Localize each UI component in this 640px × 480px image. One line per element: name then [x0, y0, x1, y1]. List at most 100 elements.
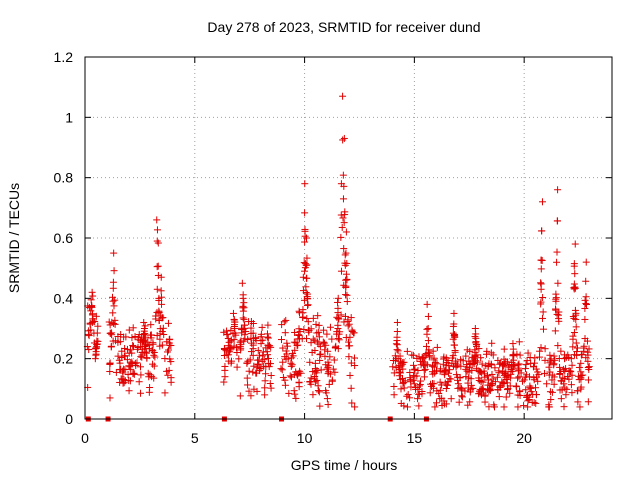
- data-point: [264, 321, 272, 329]
- data-point: [569, 343, 577, 351]
- data-point: [303, 274, 311, 282]
- data-point: [580, 344, 588, 352]
- data-point: [324, 347, 332, 355]
- data-point: [241, 331, 249, 339]
- data-point: [262, 363, 270, 371]
- data-point: [429, 347, 437, 355]
- data-point: [247, 392, 255, 400]
- data-point: [316, 356, 324, 364]
- data-point: [447, 395, 455, 403]
- x-tick-label: 0: [81, 430, 89, 446]
- x-axis-label: GPS time / hours: [291, 457, 398, 473]
- data-point: [418, 353, 426, 361]
- data-point: [475, 376, 483, 384]
- data-point: [116, 359, 124, 367]
- data-point: [573, 387, 581, 395]
- data-point: [568, 371, 576, 379]
- data-point: [500, 355, 508, 363]
- data-point: [323, 330, 331, 338]
- data-point: [493, 373, 501, 381]
- data-point: [532, 391, 540, 399]
- data-point: [546, 351, 554, 359]
- data-point: [335, 336, 343, 344]
- data-point: [296, 328, 304, 336]
- data-point: [539, 308, 547, 316]
- data-point: [577, 383, 585, 391]
- data-point: [524, 403, 532, 411]
- data-point: [538, 314, 546, 322]
- data-point: [230, 322, 238, 330]
- data-point: [400, 378, 408, 386]
- data-point: [221, 345, 229, 353]
- data-point: [138, 353, 146, 361]
- data-point: [408, 351, 416, 359]
- data-point: [414, 395, 422, 403]
- data-point: [132, 361, 140, 369]
- data-point: [562, 391, 570, 399]
- data-point: [520, 402, 528, 410]
- data-point: [416, 357, 424, 365]
- data-point: [330, 356, 338, 364]
- data-point: [557, 347, 565, 355]
- data-point: [227, 359, 235, 367]
- data-point: [505, 361, 513, 369]
- data-point: [475, 390, 483, 398]
- data-point: [550, 352, 558, 360]
- data-point: [484, 385, 492, 393]
- data-point: [351, 403, 359, 411]
- data-point: [123, 356, 131, 364]
- data-point: [249, 329, 257, 337]
- data-point: [437, 365, 445, 373]
- data-point: [584, 376, 592, 384]
- data-point: [401, 377, 409, 385]
- data-point: [158, 341, 166, 349]
- data-point: [473, 358, 481, 366]
- data-point: [339, 92, 347, 100]
- data-point: [264, 334, 272, 342]
- y-tick-label: 0.4: [54, 290, 74, 306]
- data-point: [334, 345, 342, 353]
- data-point: [244, 381, 252, 389]
- data-point: [527, 388, 535, 396]
- data-point: [543, 380, 551, 388]
- data-point: [314, 382, 322, 390]
- data-point: [537, 279, 545, 287]
- data-point: [517, 369, 525, 377]
- data-point: [163, 338, 171, 346]
- data-point: [537, 265, 545, 273]
- data-point: [403, 347, 411, 355]
- data-point: [257, 333, 265, 341]
- data-point: [516, 391, 524, 399]
- data-point: [522, 386, 530, 394]
- data-point: [466, 398, 474, 406]
- data-point: [120, 365, 128, 373]
- data-point: [472, 341, 480, 349]
- data-point: [390, 382, 398, 390]
- data-point: [551, 356, 559, 364]
- data-point: [267, 384, 275, 392]
- data-point: [468, 353, 476, 361]
- data-point: [341, 261, 349, 269]
- data-point: [394, 347, 402, 355]
- data-point: [296, 367, 304, 375]
- data-point: [582, 277, 590, 285]
- data-point: [106, 368, 114, 376]
- data-point: [433, 343, 441, 351]
- data-point: [489, 351, 497, 359]
- data-point: [420, 373, 428, 381]
- plot-frame: [84, 56, 613, 420]
- data-point: [121, 345, 129, 353]
- data-point: [345, 320, 353, 328]
- y-tick-label: 0.2: [54, 351, 74, 367]
- data-point: [504, 358, 512, 366]
- data-point: [135, 378, 143, 386]
- data-point: [321, 346, 329, 354]
- data-point: [166, 355, 174, 363]
- data-point: [341, 208, 349, 216]
- data-point: [557, 377, 565, 385]
- data-point: [458, 386, 466, 394]
- data-point: [572, 339, 580, 347]
- data-point: [457, 362, 465, 370]
- data-point: [337, 267, 345, 275]
- data-point: [307, 380, 315, 388]
